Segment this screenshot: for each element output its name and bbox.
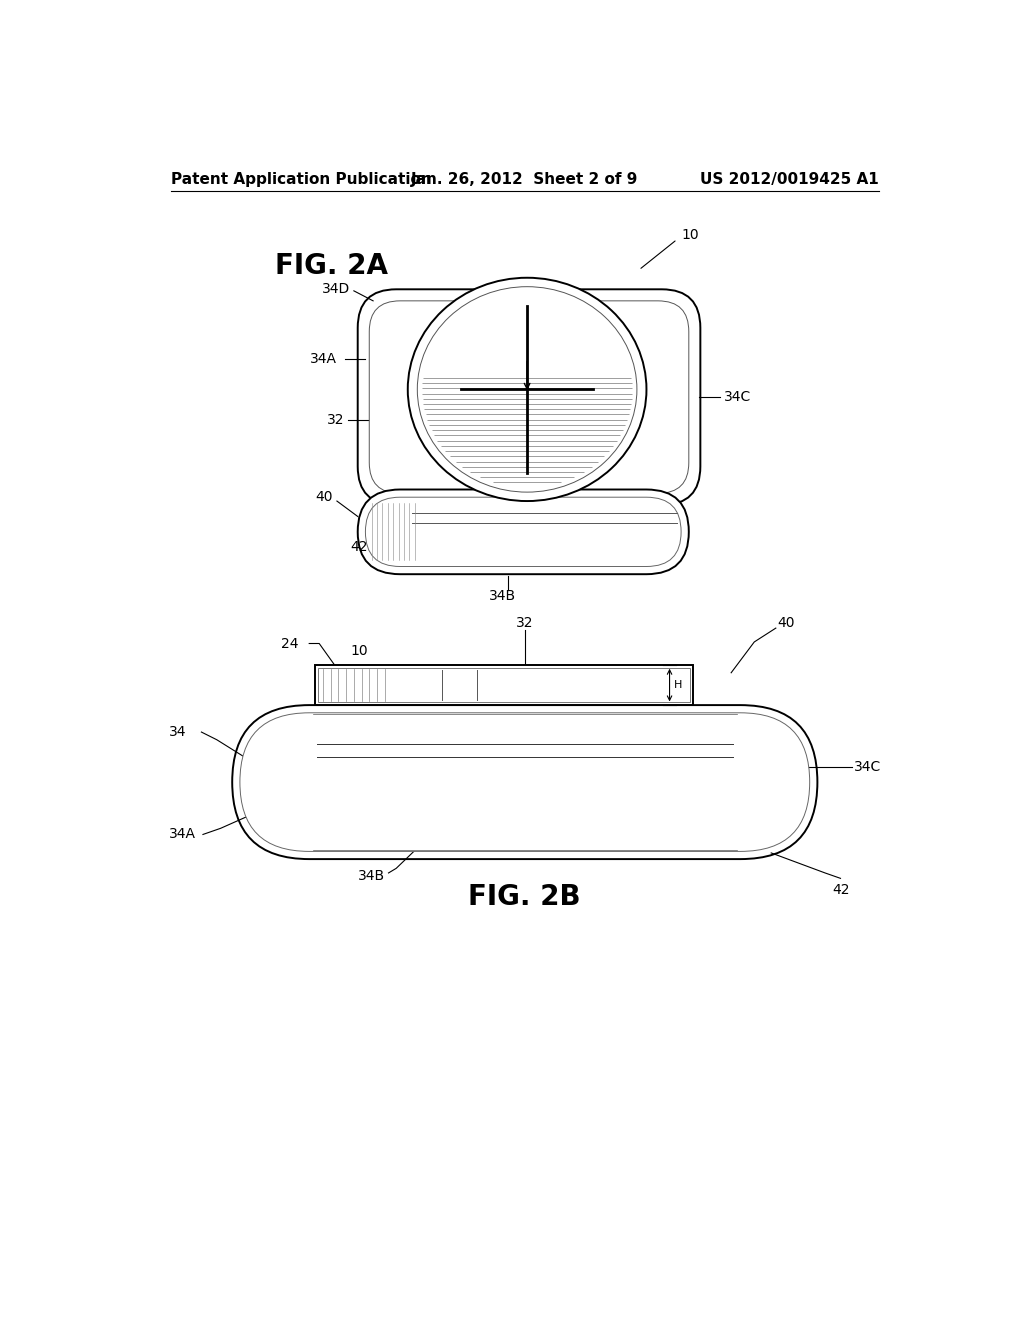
Text: Patent Application Publication: Patent Application Publication — [171, 173, 431, 187]
Bar — [315, 665, 692, 705]
Text: 34B: 34B — [488, 589, 516, 603]
Text: 24: 24 — [281, 636, 298, 651]
Text: 34C: 34C — [724, 391, 751, 404]
Text: 34A: 34A — [310, 351, 337, 366]
Text: Jan. 26, 2012  Sheet 2 of 9: Jan. 26, 2012 Sheet 2 of 9 — [411, 173, 639, 187]
Text: 34C: 34C — [854, 760, 882, 774]
Text: 32: 32 — [515, 615, 534, 630]
Text: 42: 42 — [350, 540, 368, 554]
FancyBboxPatch shape — [240, 713, 810, 851]
Text: 34D: 34D — [322, 282, 350, 296]
Text: FIG. 2A: FIG. 2A — [275, 252, 388, 280]
Text: 26: 26 — [469, 309, 487, 323]
Text: 42: 42 — [833, 883, 850, 896]
FancyBboxPatch shape — [357, 490, 689, 574]
Text: 40: 40 — [315, 490, 333, 504]
FancyBboxPatch shape — [232, 705, 817, 859]
FancyBboxPatch shape — [370, 301, 689, 494]
Text: 40: 40 — [777, 615, 795, 630]
Bar — [318, 668, 689, 702]
Text: 34A: 34A — [169, 828, 196, 841]
Text: 24: 24 — [460, 334, 477, 348]
Text: 34: 34 — [169, 725, 186, 739]
Text: US 2012/0019425 A1: US 2012/0019425 A1 — [700, 173, 879, 187]
Text: 10: 10 — [350, 644, 368, 659]
Ellipse shape — [418, 286, 637, 492]
FancyBboxPatch shape — [357, 289, 700, 506]
Text: H: H — [674, 680, 682, 690]
Text: 28: 28 — [549, 309, 566, 323]
Text: 32: 32 — [327, 413, 344, 428]
Text: FIG. 2B: FIG. 2B — [469, 883, 581, 911]
Ellipse shape — [408, 277, 646, 502]
Text: 34B: 34B — [357, 869, 385, 883]
FancyBboxPatch shape — [366, 498, 681, 566]
Text: 10: 10 — [681, 228, 698, 243]
